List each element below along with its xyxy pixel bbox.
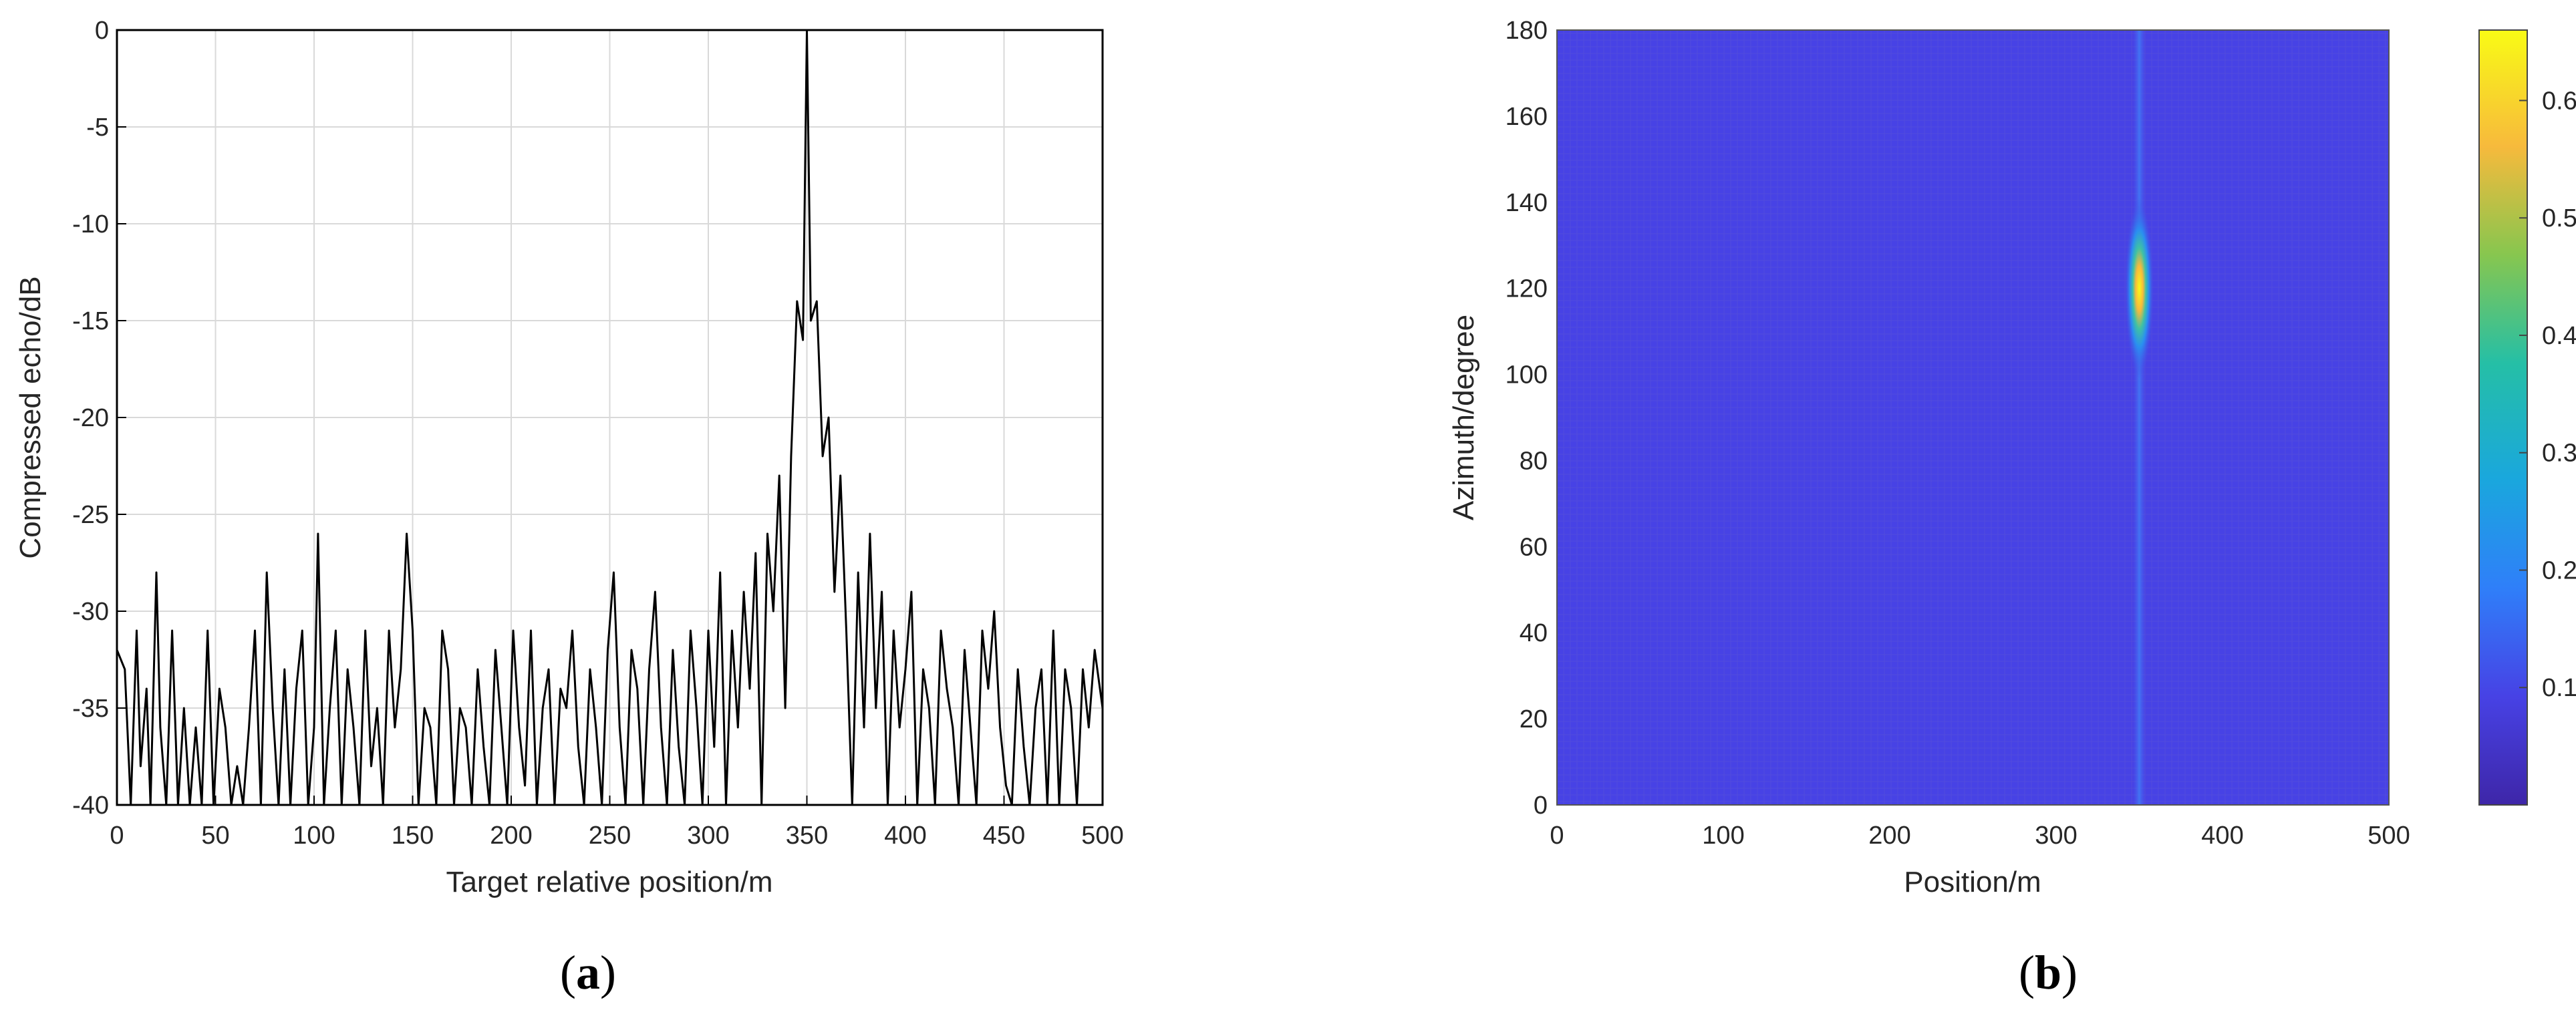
panel-b-heatmap-cells bbox=[1557, 30, 2389, 805]
panel-b-colorbar: 0.1 0.2 0.3 0.4 0.5 0.6 bbox=[2478, 29, 2576, 806]
colorbar-tick-label: 0.3 bbox=[2542, 440, 2576, 468]
panel-b-x-tick-label: 200 bbox=[1868, 822, 1910, 850]
panel-a-y-tick-label: -20 bbox=[72, 404, 109, 432]
panel-a-y-tick-label: 0 bbox=[95, 17, 109, 45]
panel-a-tick-labels: 0 50 100 150 200 250 300 350 400 450 500 0 -5 -10 -15 -… bbox=[72, 17, 1124, 850]
panel-b-y-tick-label: 160 bbox=[1506, 103, 1548, 131]
panel-b-x-tick-label: 0 bbox=[1550, 822, 1564, 850]
panel-b-tick-labels: 0 100 200 300 400 500 0 20 40 60 80 100 120 140 160 180 bbox=[1506, 17, 2410, 850]
panel-a-x-tick-label: 300 bbox=[687, 822, 729, 850]
panel-a-x-tick-label: 50 bbox=[201, 822, 229, 850]
panel-b-plot-frame bbox=[1556, 29, 2390, 806]
colorbar-tick-label: 0.6 bbox=[2542, 87, 2576, 115]
panel-a-y-tick-label: -15 bbox=[72, 307, 109, 335]
panel-a-x-tick-label: 400 bbox=[884, 822, 926, 850]
panel-a-grid bbox=[116, 29, 1103, 806]
panel-b-x-tick-label: 500 bbox=[2368, 822, 2410, 850]
panel-b-y-tick-label: 140 bbox=[1506, 189, 1548, 217]
panel-a-x-axis-label: Target relative position/m bbox=[446, 866, 772, 898]
panel-a-x-tick-label: 250 bbox=[589, 822, 631, 850]
panel-a-x-tick-label: 100 bbox=[293, 822, 335, 850]
colorbar-tick-label: 0.5 bbox=[2542, 204, 2576, 232]
panel-b-x-axis-label: Position/m bbox=[1904, 866, 2041, 898]
colorbar-gradient bbox=[2478, 29, 2528, 806]
panel-a-y-tick-label: -35 bbox=[72, 695, 109, 723]
panel-b-x-tick-label: 100 bbox=[1702, 822, 1744, 850]
panel-a-letter: a bbox=[576, 946, 600, 999]
panel-b-peak bbox=[2124, 198, 2154, 379]
panel-b-y-tick-label: 60 bbox=[1520, 533, 1548, 561]
panel-a-y-axis-label: Compressed echo/dB bbox=[14, 276, 47, 558]
panel-b-y-tick-label: 100 bbox=[1506, 361, 1548, 389]
panel-a-y-tick-label: -10 bbox=[72, 210, 109, 238]
colorbar-tick-labels: 0.1 0.2 0.3 0.4 0.5 0.6 bbox=[2519, 87, 2576, 702]
panel-b-y-tick-label: 40 bbox=[1520, 619, 1548, 647]
panel-b-y-tick-label: 120 bbox=[1506, 275, 1548, 303]
panel-b-x-tick-label: 300 bbox=[2035, 822, 2077, 850]
panel-a-y-tick-label: -25 bbox=[72, 501, 109, 529]
panel-a-y-tick-label: -30 bbox=[72, 598, 109, 626]
panel-a-x-tick-label: 450 bbox=[983, 822, 1025, 850]
panel-a-plot-frame bbox=[116, 29, 1104, 806]
panel-a-x-tick-label: 150 bbox=[392, 822, 434, 850]
panel-b-ridge bbox=[2133, 30, 2146, 805]
panel-a-x-tick-label: 0 bbox=[110, 822, 124, 850]
colorbar-tick-label: 0.4 bbox=[2542, 322, 2576, 350]
panel-a-x-tick-label: 350 bbox=[786, 822, 828, 850]
panel-a-line-chart: 0 50 100 150 200 250 300 350 400 450 500 0 -5 -10 -15 -… bbox=[14, 17, 1124, 999]
panel-b-y-tick-label: 80 bbox=[1520, 447, 1548, 475]
panel-a-caption: (a) bbox=[560, 946, 616, 999]
panel-b-y-tick-label: 20 bbox=[1520, 705, 1548, 733]
colorbar-tick-label: 0.2 bbox=[2542, 556, 2576, 584]
panel-b-x-tick-label: 400 bbox=[2201, 822, 2243, 850]
panel-a-x-tick-label: 500 bbox=[1081, 822, 1123, 850]
panel-a-x-tick-label: 200 bbox=[490, 822, 532, 850]
panel-b-y-axis-label: Azimuth/degree bbox=[1447, 315, 1480, 520]
panel-b-caption: (b) bbox=[2019, 946, 2078, 999]
panel-a-y-tick-label: -40 bbox=[72, 792, 109, 820]
panel-b-y-tick-label: 0 bbox=[1534, 792, 1548, 820]
panel-a-y-tick-label: -5 bbox=[86, 114, 109, 142]
panel-b-letter: b bbox=[2035, 946, 2061, 999]
panel-b-heatmap: 0 100 200 300 400 500 0 20 40 60 80 100 120 140 160 180… bbox=[1447, 17, 2576, 999]
panel-b-y-tick-label: 180 bbox=[1506, 17, 1548, 45]
colorbar-tick-label: 0.1 bbox=[2542, 674, 2576, 702]
